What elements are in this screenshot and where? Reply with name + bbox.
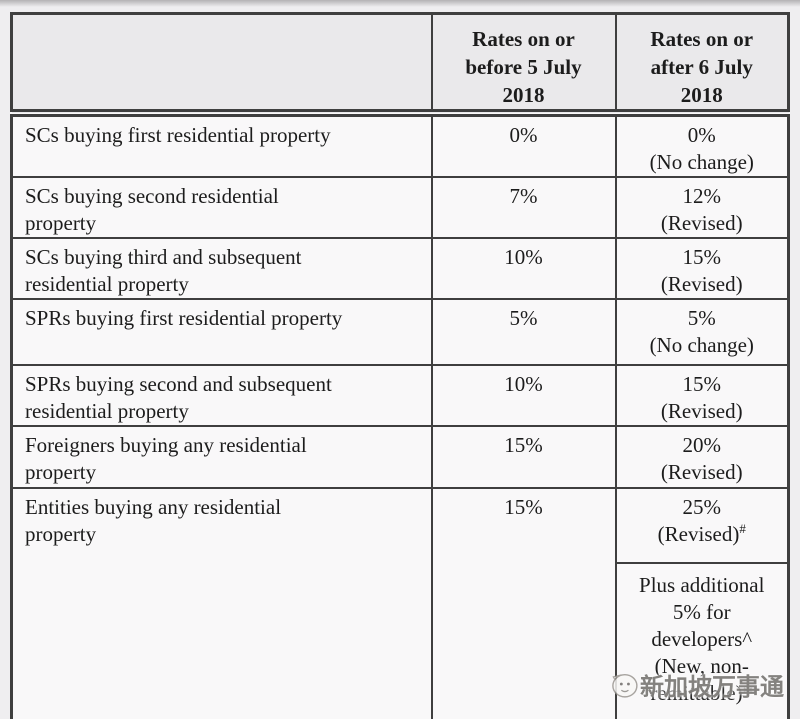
category-line: SPRs buying second and subsequent [25, 372, 332, 396]
developer-cell-line: developers^ [651, 627, 753, 651]
rate-after-cell: 12% (Revised) [614, 176, 790, 239]
rate-after-note: (No change) [649, 333, 754, 357]
rate-after-cell: 15% (Revised) [614, 364, 790, 427]
rate-before-cell: 5% [430, 298, 617, 366]
category-cell: SCs buying first residential property [10, 112, 433, 178]
table-row: Foreigners buying any residential proper… [10, 425, 790, 489]
category-line: SCs buying first residential property [25, 123, 331, 147]
header-before-line: before 5 July [465, 55, 582, 79]
rate-before-cell: 15% [430, 487, 617, 719]
category-cell: SCs buying second residential property [10, 176, 433, 239]
developer-cell-line: Plus additional [639, 573, 765, 597]
table-row: SCs buying first residential property 0%… [10, 112, 790, 178]
rate-after-value: 25% [682, 495, 722, 519]
header-after-line: after 6 July [650, 55, 753, 79]
category-cell: SPRs buying first residential property [10, 298, 433, 366]
category-line: SCs buying third and subsequent [25, 245, 302, 269]
header-category-cell [10, 12, 433, 117]
rate-after-note: (Revised) [660, 272, 743, 296]
category-cell: SPRs buying second and subsequent reside… [10, 364, 433, 427]
rate-before-cell: 0% [430, 112, 617, 178]
developer-surcharge-cell: Plus additional 5% for developers^ (New,… [614, 562, 790, 719]
absd-rates-table: Rates on or before 5 July 2018 Rates on … [10, 12, 790, 719]
photo-edge-smudge [0, 0, 800, 7]
developer-cell-line: remittable)* [650, 681, 754, 705]
rate-after-note: (Revised) [660, 399, 743, 423]
category-line: residential property [25, 399, 189, 423]
header-after-line: 2018 [680, 83, 723, 107]
rate-after-note: (Revised)# [657, 521, 746, 546]
table-row: SCs buying second residential property 7… [10, 176, 790, 239]
rate-before-cell: 15% [430, 425, 617, 489]
rate-after-value: 15% [682, 245, 722, 269]
category-line: SPRs buying first residential property [25, 306, 343, 330]
category-line: Entities buying any residential [25, 495, 282, 519]
developer-cell-line: 5% for [672, 600, 731, 624]
rate-after-value: 5% [687, 306, 716, 330]
rate-after-cell: 20% (Revised) [614, 425, 790, 489]
rate-after-note: (Revised) [660, 211, 743, 235]
rate-after-cell: 0% (No change) [614, 112, 790, 178]
header-row: Rates on or before 5 July 2018 Rates on … [10, 12, 790, 117]
rate-before-cell: 10% [430, 237, 617, 300]
header-before-cell: Rates on or before 5 July 2018 [430, 12, 617, 117]
category-line: property [25, 522, 97, 546]
header-after-cell: Rates on or after 6 July 2018 [614, 12, 790, 117]
category-line: property [25, 460, 97, 484]
category-cell: SCs buying third and subsequent resident… [10, 237, 433, 300]
rate-after-note: (Revised) [660, 460, 743, 484]
rate-after-value: 20% [682, 433, 722, 457]
table-row: SPRs buying first residential property 5… [10, 298, 790, 366]
table-row: Plus additional 5% for developers^ (New,… [12, 562, 790, 719]
category-line: residential property [25, 272, 189, 296]
rate-before-cell: 10% [430, 364, 617, 427]
category-line: SCs buying second residential [25, 184, 279, 208]
category-cell: Entities buying any residential property [10, 487, 433, 719]
category-cell: Foreigners buying any residential proper… [10, 425, 433, 489]
table-row: Entities buying any residential property… [10, 487, 790, 719]
rate-after-cell: 5% (No change) [614, 298, 790, 366]
rate-after-value: 15% [682, 372, 722, 396]
rate-after-cell: 25% (Revised)# [614, 487, 790, 564]
rate-before-cell: 7% [430, 176, 617, 239]
rate-after-value: 12% [682, 184, 722, 208]
table-row: SCs buying third and subsequent resident… [10, 237, 790, 300]
category-line: property [25, 211, 97, 235]
header-before-line: Rates on or [472, 27, 575, 51]
header-before-line: 2018 [502, 83, 545, 107]
category-line: Foreigners buying any residential [25, 433, 307, 457]
table-row: SPRs buying second and subsequent reside… [10, 364, 790, 427]
hash-superscript: # [739, 521, 746, 536]
rate-after-note: (No change) [649, 150, 754, 174]
rate-after-value: 0% [687, 123, 716, 147]
header-after-line: Rates on or [650, 27, 754, 51]
developer-cell-line: (New, non- [654, 654, 749, 678]
rate-after-cell: 15% (Revised) [614, 237, 790, 300]
